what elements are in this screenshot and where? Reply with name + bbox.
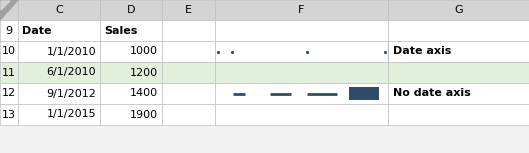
Text: 9/1/2012: 9/1/2012 xyxy=(46,88,96,99)
Bar xyxy=(215,41,388,62)
Bar xyxy=(18,104,100,125)
Bar xyxy=(0,104,18,125)
Text: 1/1/2010: 1/1/2010 xyxy=(47,47,96,56)
Text: Date: Date xyxy=(22,26,51,35)
Text: 1200: 1200 xyxy=(130,67,158,78)
Bar xyxy=(100,83,162,104)
Bar xyxy=(388,20,529,41)
Bar xyxy=(388,83,529,104)
Bar xyxy=(0,0,18,20)
Text: 9: 9 xyxy=(5,26,13,35)
Bar xyxy=(100,104,162,125)
Bar xyxy=(215,104,388,125)
Text: Date axis: Date axis xyxy=(393,47,451,56)
Text: 11: 11 xyxy=(2,67,16,78)
Bar xyxy=(18,41,100,62)
Text: C: C xyxy=(55,5,63,15)
Bar xyxy=(162,41,215,62)
Bar xyxy=(162,62,215,83)
Bar xyxy=(0,20,18,41)
Text: F: F xyxy=(298,5,305,15)
Bar xyxy=(0,62,18,83)
Bar xyxy=(162,0,215,20)
Text: 1400: 1400 xyxy=(130,88,158,99)
Text: 1000: 1000 xyxy=(130,47,158,56)
Text: 1/1/2015: 1/1/2015 xyxy=(47,110,96,119)
Text: E: E xyxy=(185,5,192,15)
Bar xyxy=(100,41,162,62)
Text: D: D xyxy=(127,5,135,15)
Bar xyxy=(18,0,100,20)
Bar xyxy=(349,87,379,100)
Bar xyxy=(215,20,388,41)
Text: Sales: Sales xyxy=(104,26,138,35)
Polygon shape xyxy=(0,0,18,20)
Bar xyxy=(100,0,162,20)
Bar xyxy=(388,41,529,62)
Bar xyxy=(0,83,18,104)
Polygon shape xyxy=(1,1,10,10)
Bar xyxy=(18,20,100,41)
Text: 6/1/2010: 6/1/2010 xyxy=(47,67,96,78)
Bar xyxy=(162,20,215,41)
Bar xyxy=(0,41,18,62)
Text: No date axis: No date axis xyxy=(393,88,471,99)
Text: G: G xyxy=(454,5,463,15)
Bar xyxy=(18,83,100,104)
Text: 10: 10 xyxy=(2,47,16,56)
Text: 13: 13 xyxy=(2,110,16,119)
Bar xyxy=(388,62,529,83)
Bar xyxy=(215,62,388,83)
Bar xyxy=(162,83,215,104)
Bar xyxy=(388,104,529,125)
Text: 12: 12 xyxy=(2,88,16,99)
Bar xyxy=(215,0,388,20)
Text: 1900: 1900 xyxy=(130,110,158,119)
Bar xyxy=(162,104,215,125)
Bar xyxy=(388,0,529,20)
Bar xyxy=(100,62,162,83)
Bar xyxy=(18,62,100,83)
Bar xyxy=(215,83,388,104)
Bar xyxy=(100,20,162,41)
